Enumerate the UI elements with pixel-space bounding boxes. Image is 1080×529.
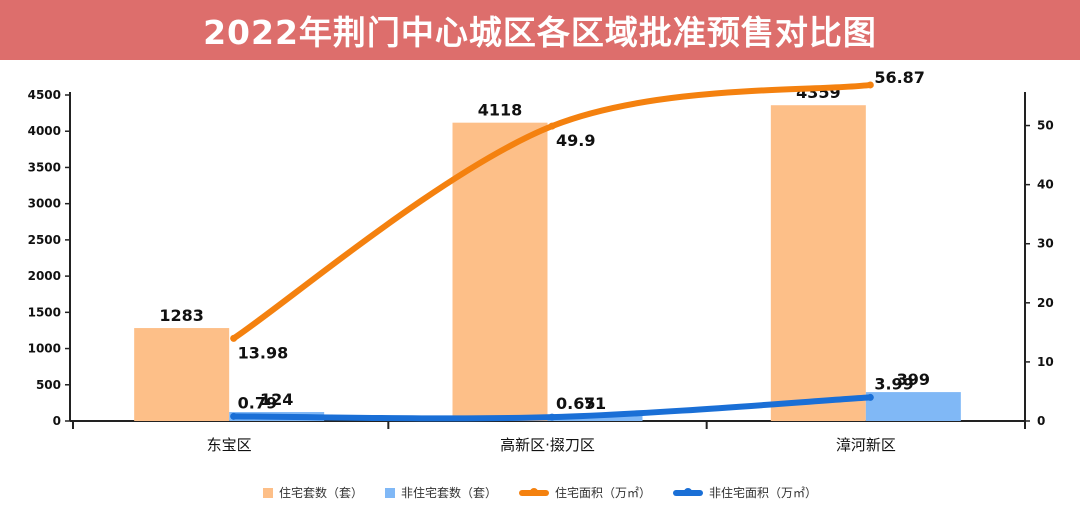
point-residential-area: [548, 122, 556, 130]
legend-item-non-residential-units: 非住宅套数（套）: [384, 484, 497, 501]
y-right-tick-label: 40: [1037, 178, 1054, 192]
chart-title: 2022年荆门中心城区各区域批准预售对比图: [203, 13, 877, 52]
data-label-non-residential-area: 0.79: [238, 393, 277, 412]
point-residential-area: [866, 81, 874, 89]
data-label-non-residential-units: 71: [584, 394, 606, 413]
legend-swatch-non-residential-area: [673, 487, 704, 496]
y-left-tick-label: 1000: [28, 342, 61, 356]
x-tick-label: 高新区·掇刀区: [500, 436, 595, 454]
data-label-non-residential-area: 0.65: [556, 394, 595, 413]
point-non-residential-area: [230, 412, 238, 420]
y-right-tick-label: 50: [1037, 119, 1054, 133]
data-label-non-residential-units: 124: [260, 390, 293, 409]
x-tick-label: 东宝区: [207, 436, 252, 454]
y-left-tick-label: 500: [36, 378, 61, 392]
y-left-tick-label: 4000: [28, 124, 61, 138]
y-left-tick-label: 3000: [28, 197, 61, 211]
legend-item-residential-units: 住宅套数（套）: [262, 484, 363, 501]
y-left-tick-label: 0: [53, 414, 61, 428]
point-non-residential-area: [866, 393, 874, 401]
y-left-tick-label: 2500: [28, 233, 61, 247]
y-left-tick-label: 4500: [28, 88, 61, 102]
data-label-residential-area: 56.87: [874, 68, 925, 87]
legend-swatch-non-residential-units: [384, 487, 395, 498]
y-left-tick-label: 2000: [28, 269, 61, 283]
data-label-residential-area: 49.9: [556, 131, 595, 150]
legend-label-non-residential-units: 非住宅套数（套）: [400, 486, 497, 500]
point-non-residential-area: [548, 413, 556, 421]
bar-residential-units: [452, 122, 548, 422]
data-label-non-residential-units: 399: [897, 370, 930, 389]
y-right-tick-label: 0: [1037, 414, 1045, 428]
title-bar: 2022年荆门中心城区各区域批准预售对比图: [0, 0, 1080, 60]
legend-item-residential-area: 住宅面积（万㎡）: [519, 484, 651, 501]
y-right-tick-label: 30: [1037, 237, 1054, 251]
legend-label-residential-area: 住宅面积（万㎡）: [555, 486, 652, 500]
y-left-tick-label: 1500: [28, 305, 61, 319]
legend: 住宅套数（套） 非住宅套数（套） 住宅面积（万㎡） 非住宅面积（万㎡）: [0, 484, 1080, 501]
legend-item-non-residential-area: 非住宅面积（万㎡）: [673, 484, 817, 501]
legend-label-non-residential-area: 非住宅面积（万㎡）: [709, 486, 818, 500]
bar-residential-units: [134, 328, 230, 421]
bar-non-residential-units: [865, 392, 961, 421]
bar-residential-units: [770, 105, 866, 422]
legend-swatch-residential-area: [519, 487, 549, 496]
x-tick-label: 漳河新区: [836, 436, 896, 454]
y-right-tick-label: 20: [1037, 296, 1054, 310]
data-label-residential-area: 13.98: [238, 343, 289, 362]
data-label-residential-units: 4118: [478, 101, 523, 120]
data-label-non-residential-area: 3.99: [874, 374, 913, 393]
data-label-residential-units: 1283: [159, 306, 204, 325]
y-right-tick-label: 10: [1037, 355, 1054, 369]
legend-swatch-residential-units: [262, 487, 273, 498]
y-left-tick-label: 3500: [28, 160, 61, 174]
legend-label-residential-units: 住宅套数（套）: [278, 486, 363, 500]
point-residential-area: [230, 334, 238, 342]
